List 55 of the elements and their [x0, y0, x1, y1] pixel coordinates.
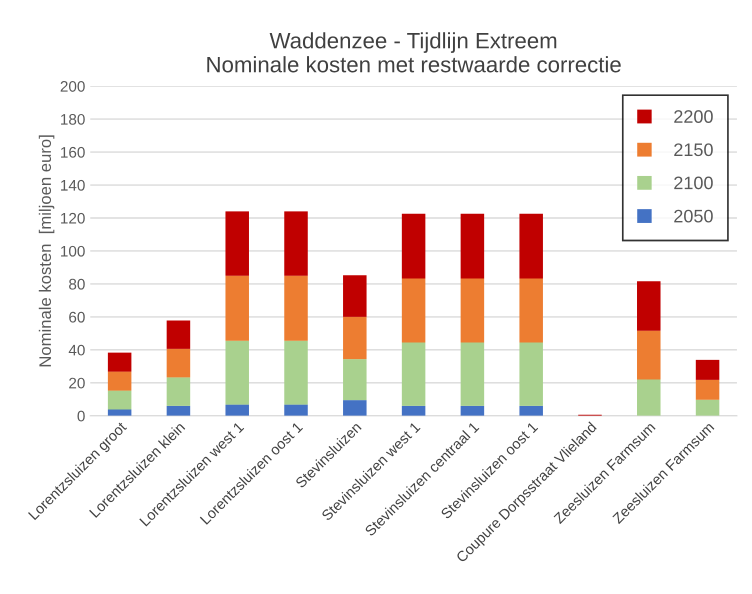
bar: [166, 377, 190, 406]
bar: [637, 380, 661, 416]
bar: [225, 340, 249, 405]
bar: [284, 340, 308, 405]
bar: [284, 404, 308, 416]
y-tick-label: 20: [69, 378, 85, 389]
bar: [108, 372, 132, 391]
bar: [696, 400, 720, 416]
legend-label: 2150: [674, 143, 713, 156]
bar: [225, 211, 249, 276]
bar: [402, 214, 426, 278]
bar: [166, 320, 190, 349]
y-tick-label: 140: [61, 180, 85, 191]
bar: [225, 404, 249, 416]
bar: [637, 281, 661, 331]
y-tick-label: 0: [77, 410, 85, 422]
y-tick-label: 60: [69, 312, 85, 323]
legend-label: 2050: [674, 210, 713, 222]
bar: [519, 406, 543, 416]
bar: [402, 406, 426, 416]
y-axis-title: Nominale kosten [miljoen euro]: [38, 135, 54, 366]
bar: [166, 348, 190, 378]
bar: [460, 214, 484, 278]
y-tick-label: 160: [61, 146, 85, 158]
y-tick-label: 200: [60, 81, 85, 92]
bar: [637, 330, 661, 380]
bar: [225, 276, 249, 341]
bar: [343, 359, 367, 400]
bar: [343, 400, 367, 416]
bar: [460, 406, 484, 416]
bar: [166, 406, 190, 416]
bar: [519, 278, 543, 342]
bar: [343, 275, 367, 317]
y-tick-label: 80: [69, 278, 85, 290]
bar: [402, 278, 426, 342]
y-tick-label: 120: [61, 212, 85, 224]
bar: [519, 214, 543, 278]
bar: [402, 342, 426, 406]
bar: [460, 278, 484, 342]
bar: [108, 352, 132, 372]
bar: [696, 360, 720, 380]
legend-label: 2200: [674, 110, 713, 123]
y-tick-label: 40: [68, 344, 85, 356]
bar: [343, 316, 367, 360]
bar: [108, 410, 132, 416]
bar: [108, 390, 132, 410]
bar: [696, 380, 720, 400]
y-tick-label: 180: [61, 114, 85, 125]
chart-title: Waddenzee - Tijdlijn Extreem Nominale kosten met restwaarde correctie: [207, 32, 621, 72]
bar: [284, 276, 308, 341]
bar: [284, 211, 308, 276]
y-tick-label: 100: [61, 246, 85, 257]
bar: [460, 342, 484, 406]
bar: [519, 342, 543, 406]
legend-label: 2100: [674, 176, 713, 190]
